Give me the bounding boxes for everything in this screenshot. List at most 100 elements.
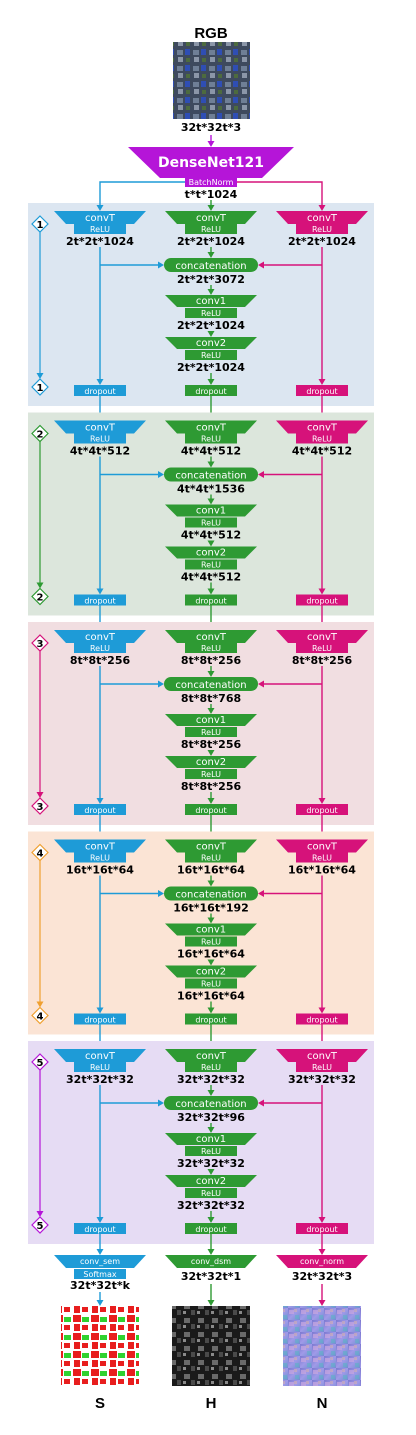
convt-left bbox=[54, 630, 146, 643]
relu-right-label: ReLU bbox=[312, 435, 332, 444]
dropout-left-label: dropout bbox=[84, 1225, 115, 1234]
arrow-conv1-conv2-head bbox=[207, 1169, 215, 1175]
relu-right-label: ReLU bbox=[312, 854, 332, 863]
densenet-label: DenseNet121 bbox=[158, 155, 264, 171]
input-title: RGB bbox=[194, 25, 228, 42]
conv1-relu bbox=[185, 727, 237, 737]
conv2-label: conv2 bbox=[196, 548, 226, 559]
arrow-right-concat-head bbox=[258, 680, 264, 688]
arrow-concat-conv1-head bbox=[207, 1127, 215, 1133]
arrow-dsm-output-head bbox=[207, 1300, 215, 1306]
relu-right-label: ReLU bbox=[312, 225, 332, 234]
relu-middle-label: ReLU bbox=[201, 435, 221, 444]
conv2-block bbox=[165, 1175, 257, 1187]
conv2-relu-label: ReLU bbox=[201, 561, 221, 570]
arrow-left-concat-head bbox=[158, 680, 164, 688]
conv1-size: 32t*32t*32 bbox=[177, 1157, 245, 1170]
branch-size-middle: 8t*8t*256 bbox=[181, 654, 242, 667]
head-dsm-label: conv_dsm bbox=[191, 1257, 231, 1266]
concat-label: concatenation bbox=[175, 890, 246, 901]
aerial-rgb-image bbox=[173, 42, 250, 119]
conv1-size: 2t*2t*1024 bbox=[177, 319, 245, 332]
arrow-right-dropout-head bbox=[318, 379, 326, 385]
head-dsm-size: 32t*32t*1 bbox=[181, 1270, 241, 1283]
conv2-block bbox=[165, 337, 257, 349]
dropout-middle-label: dropout bbox=[195, 1016, 226, 1025]
dropout-right bbox=[296, 594, 348, 606]
relu-middle bbox=[185, 224, 237, 234]
relu-left bbox=[74, 1062, 126, 1072]
head-norm-label: conv_norm bbox=[300, 1257, 344, 1266]
relu-right-label: ReLU bbox=[312, 644, 332, 653]
conv1-block bbox=[165, 714, 257, 726]
branch-size-middle: 2t*2t*1024 bbox=[177, 235, 245, 248]
relu-left-label: ReLU bbox=[90, 854, 110, 863]
arrow-to-head-dsm-head bbox=[207, 1249, 215, 1255]
stage-marker-bottom bbox=[31, 587, 49, 606]
conv2-relu bbox=[185, 1188, 237, 1198]
dropout-left-label: dropout bbox=[84, 1016, 115, 1025]
dropout-middle bbox=[185, 1223, 237, 1234]
relu-right bbox=[296, 1062, 348, 1072]
batchnorm-label: BatchNorm bbox=[189, 178, 234, 187]
arrow-to-head-sem-head bbox=[96, 1249, 104, 1255]
stage-marker-top-number: 5 bbox=[37, 1058, 44, 1069]
arrow-left-dropout-head bbox=[96, 588, 104, 595]
convt-left-label: convT bbox=[85, 423, 116, 434]
stage-marker-bottom bbox=[31, 1216, 49, 1234]
concat-size: 16t*16t*192 bbox=[173, 902, 249, 915]
conv1-relu bbox=[185, 1146, 237, 1156]
dropout-left bbox=[74, 1013, 126, 1025]
relu-left-label: ReLU bbox=[90, 435, 110, 444]
conv2-relu bbox=[185, 978, 237, 989]
output-label-h: H bbox=[206, 1395, 217, 1412]
densenet-block bbox=[128, 147, 294, 178]
relu-middle bbox=[185, 643, 237, 653]
dropout-right bbox=[296, 804, 348, 815]
split-arrow-middle-head bbox=[207, 205, 215, 211]
relu-right bbox=[296, 224, 348, 234]
convt-left bbox=[54, 1049, 146, 1062]
conv1-label: conv1 bbox=[196, 1134, 226, 1145]
stage-marker-head bbox=[36, 582, 44, 589]
stage-marker-bottom-number: 3 bbox=[37, 802, 44, 813]
convt-left bbox=[54, 211, 146, 224]
arrow-to-head-norm-head bbox=[318, 1249, 326, 1255]
dropout-right-label: dropout bbox=[306, 806, 337, 815]
conv2-relu-label: ReLU bbox=[201, 1189, 221, 1198]
split-head-right bbox=[318, 205, 326, 211]
conv1-label: conv1 bbox=[196, 925, 226, 936]
conv1-relu bbox=[185, 936, 237, 947]
relu-right bbox=[296, 433, 348, 444]
conv2-size: 8t*8t*256 bbox=[181, 780, 242, 793]
convt-middle bbox=[165, 420, 257, 434]
conv1-size: 16t*16t*64 bbox=[177, 948, 245, 961]
convt-right-label: convT bbox=[307, 213, 338, 224]
concat-size: 8t*8t*768 bbox=[181, 692, 241, 705]
arrow-conv1-conv2-head bbox=[207, 331, 215, 337]
conv2-relu-label: ReLU bbox=[201, 351, 221, 360]
conv1-label: conv1 bbox=[196, 296, 226, 307]
dropout-middle-label: dropout bbox=[195, 1225, 226, 1234]
branch-size-left: 32t*32t*32 bbox=[66, 1073, 134, 1086]
conv1-block bbox=[165, 923, 257, 936]
batchnorm-bar bbox=[185, 177, 237, 187]
arrow-left-dropout-head bbox=[96, 1217, 104, 1223]
conv2-relu-label: ReLU bbox=[201, 980, 221, 989]
dropout-right bbox=[296, 1223, 348, 1234]
conv2-size: 4t*4t*512 bbox=[181, 571, 241, 584]
branch-size-left: 2t*2t*1024 bbox=[66, 235, 134, 248]
convt-middle-label: convT bbox=[196, 632, 227, 643]
stage-marker-bottom-number: 4 bbox=[37, 1012, 44, 1023]
arrow-left-concat-head bbox=[158, 890, 164, 897]
conv2-label: conv2 bbox=[196, 757, 226, 768]
stage-2: 22convTReLU4t*4t*512convTReLU4t*4t*512co… bbox=[28, 412, 374, 630]
height-map-image bbox=[172, 1306, 250, 1386]
relu-middle bbox=[185, 852, 237, 863]
dropout-left bbox=[74, 594, 126, 606]
arrow-concat-conv1-head bbox=[207, 917, 215, 924]
conv2-relu bbox=[185, 769, 237, 779]
arrow-mid-concat-head bbox=[207, 1090, 215, 1096]
arrow-right-concat-head bbox=[258, 261, 264, 269]
